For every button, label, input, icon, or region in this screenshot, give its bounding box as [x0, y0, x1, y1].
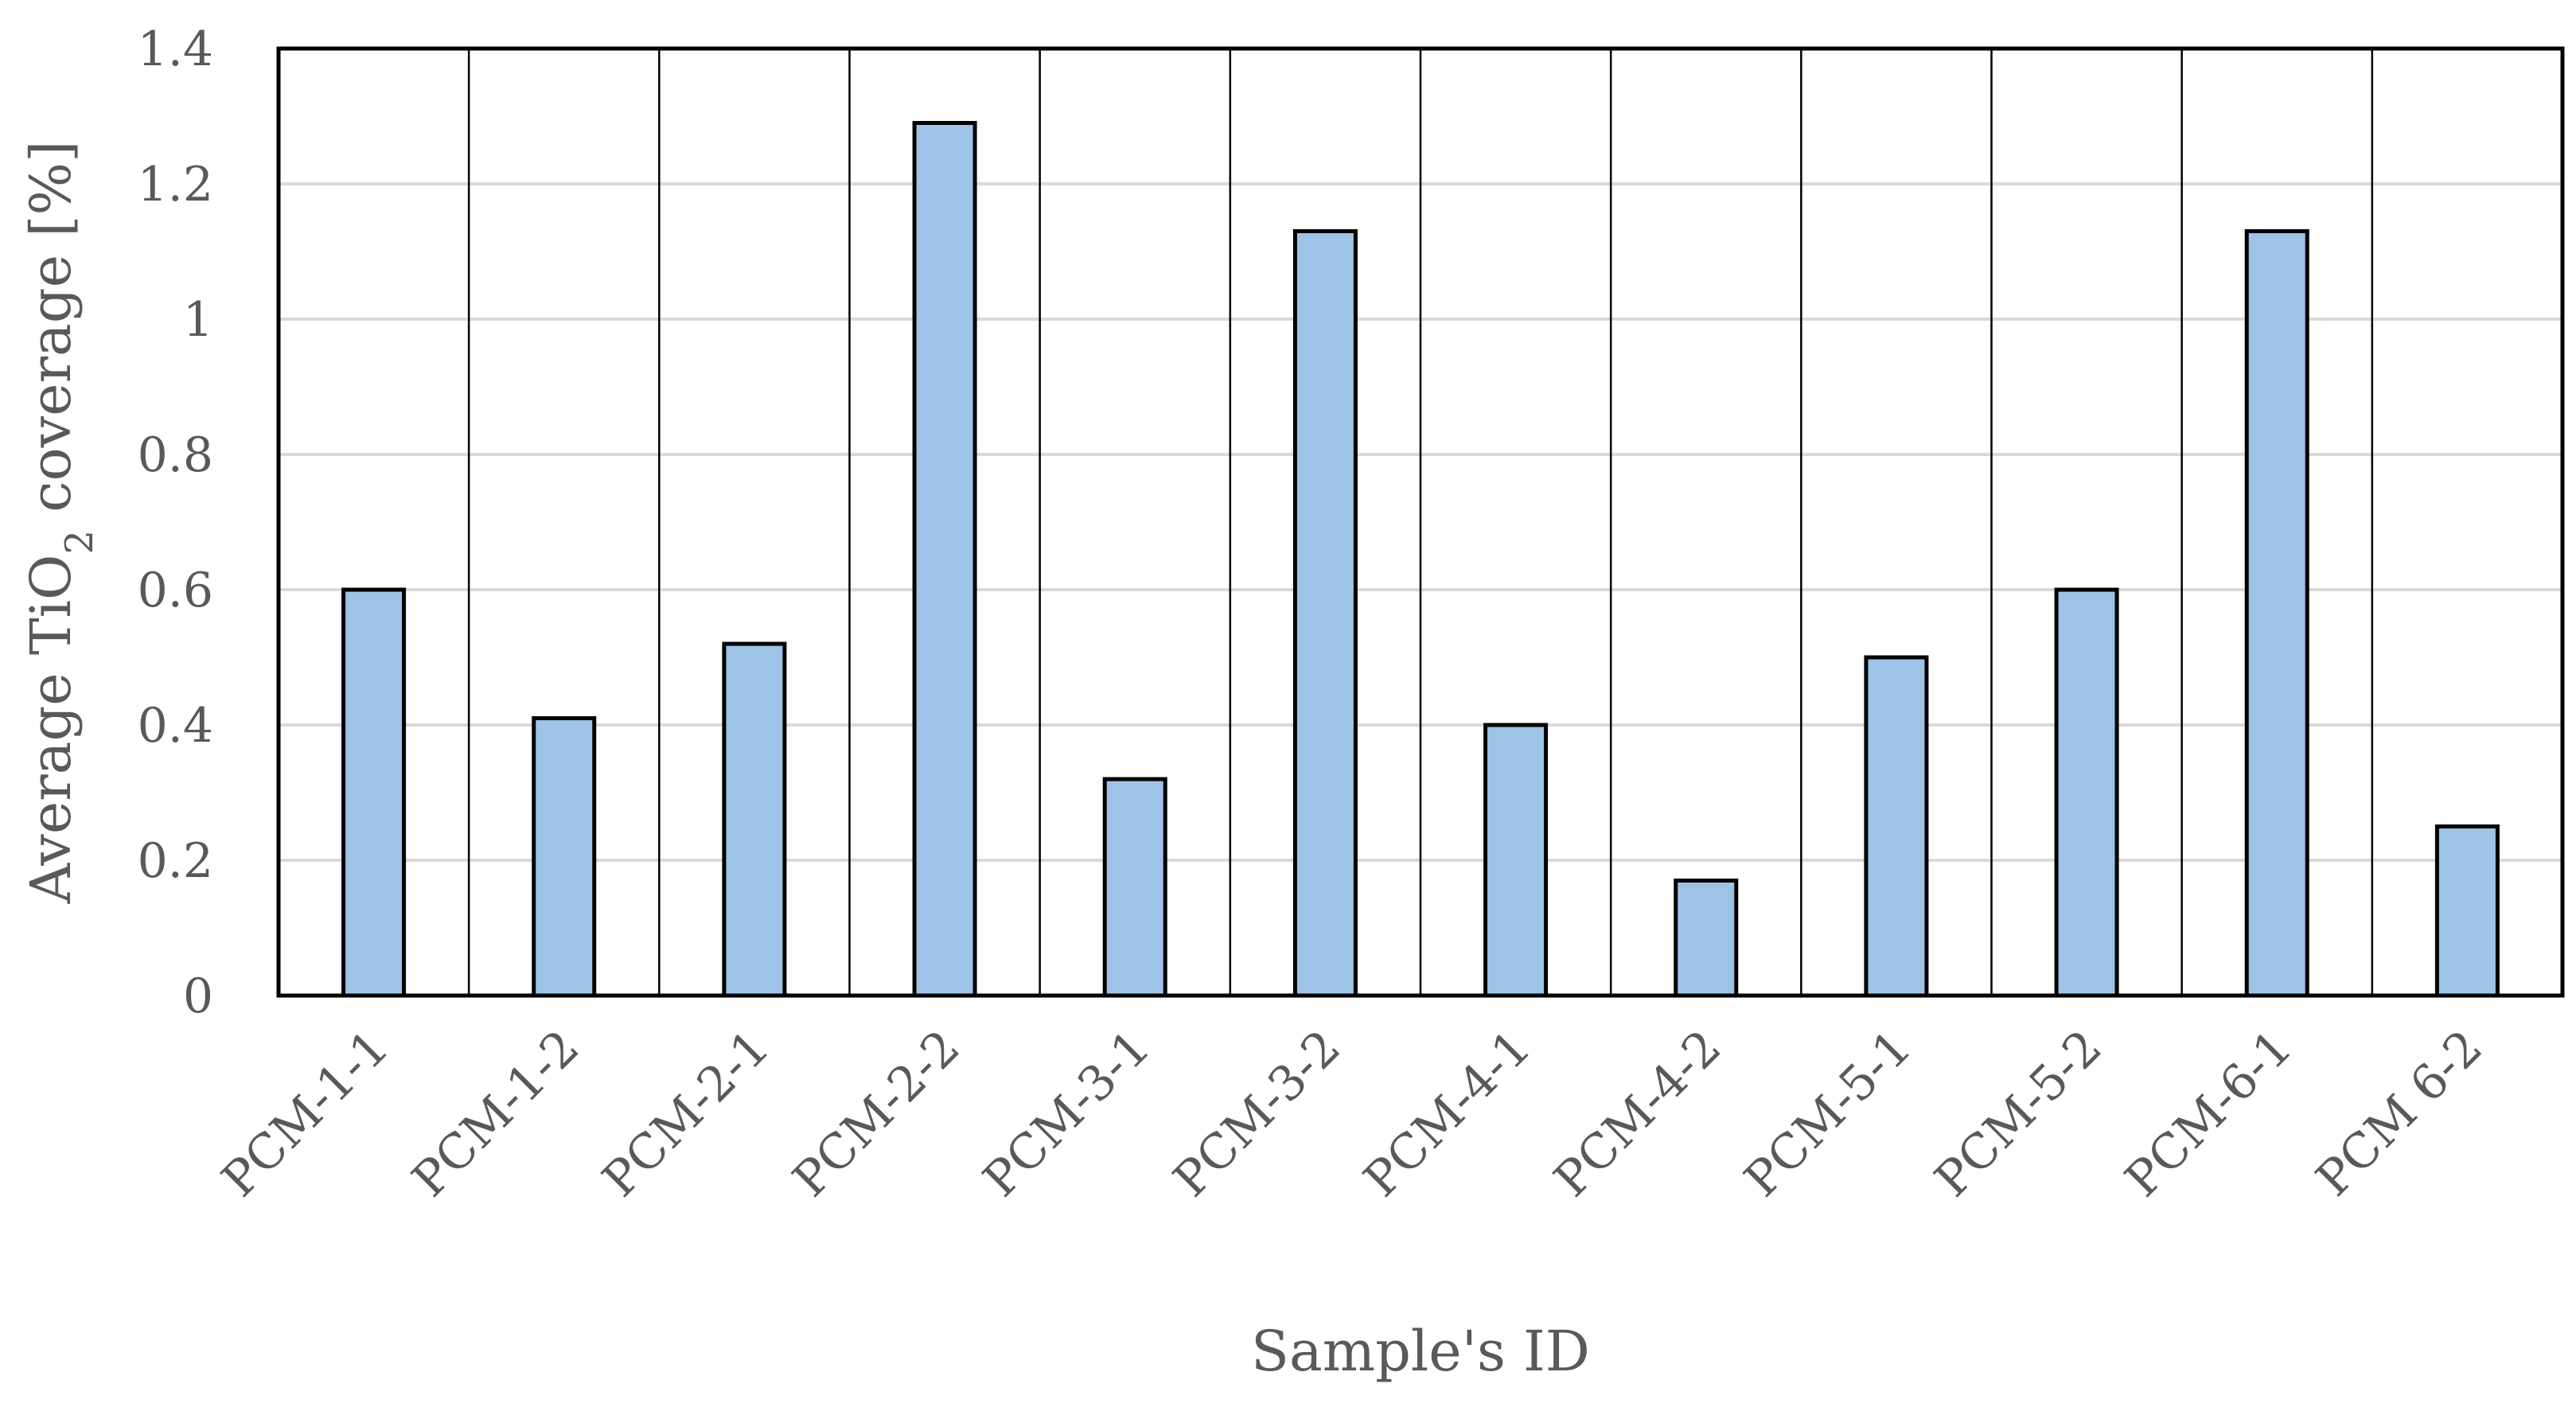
bar-pcm-6-1: [2244, 229, 2309, 998]
x-tick-label: PCM-1-1: [212, 1019, 400, 1208]
x-tick-label: PCM-1-2: [402, 1019, 590, 1208]
bar-pcm-5-2: [2054, 587, 2119, 998]
y-tick-label: 0.8: [138, 427, 213, 483]
x-axis-tick-labels: PCM-1-1 PCM-1-2 PCM-2-1 PCM-2-2 PCM-3-1 PCM-3…: [212, 1019, 2493, 1208]
x-tick-label: PCM-5-2: [1924, 1019, 2113, 1208]
x-tick-label: PCM-3-2: [1163, 1019, 1351, 1208]
x-tick-label: PCM 6-2: [2305, 1019, 2493, 1207]
y-tick-label: 0: [183, 969, 213, 1024]
bar-pcm-2-2: [912, 121, 977, 998]
x-axis-title: Sample's ID: [1251, 1319, 1590, 1384]
category-dividers: [467, 49, 2374, 996]
x-tick-label: PCM-3-1: [972, 1019, 1161, 1208]
x-tick-label: PCM-2-1: [592, 1019, 781, 1208]
y-tick-label: 0.6: [138, 563, 213, 618]
y-axis-tick-labels: 0 0.2 0.4 0.6 0.8 1 1.2 1.4: [138, 21, 213, 1024]
x-tick-label: PCM-5-1: [1734, 1019, 1923, 1208]
bar-pcm-5-1: [1864, 655, 1929, 998]
y-tick-label: 0.2: [138, 833, 213, 889]
y-axis-title: Average TiO2 coverage [%]: [18, 141, 102, 905]
bar-pcm-6-2: [2434, 824, 2500, 998]
y-tick-label: 0.4: [138, 698, 213, 754]
plot-area-border: [276, 46, 2565, 998]
x-tick-label: PCM-6-1: [2114, 1019, 2303, 1208]
y-tick-label: 1: [183, 292, 213, 348]
x-tick-label: PCM-2-2: [782, 1019, 971, 1208]
bar-pcm-1-1: [341, 587, 407, 998]
x-tick-label: PCM-4-1: [1354, 1019, 1542, 1208]
bar-pcm-1-2: [532, 716, 597, 998]
bar-pcm-4-1: [1483, 723, 1549, 998]
y-tick-label: 1.4: [138, 21, 213, 77]
y-tick-label: 1.2: [138, 157, 213, 212]
x-tick-label: PCM-4-2: [1544, 1019, 1732, 1208]
bar-pcm-2-1: [722, 641, 787, 998]
bar-pcm-3-1: [1102, 777, 1167, 998]
bar-pcm-3-2: [1292, 229, 1358, 998]
bar-pcm-4-2: [1674, 879, 1739, 998]
